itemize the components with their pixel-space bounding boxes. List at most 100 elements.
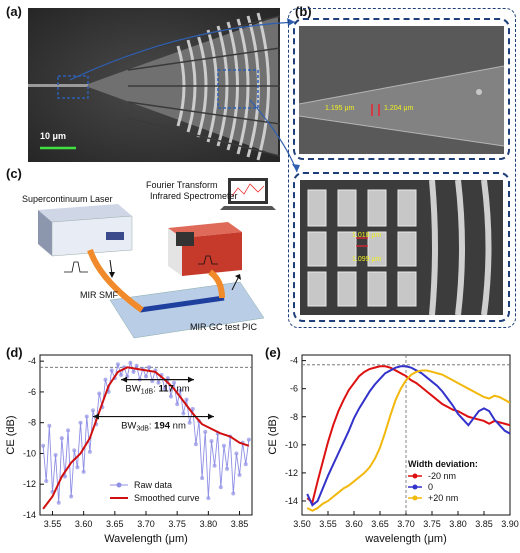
laser-device [38, 204, 133, 257]
data-point-raw [78, 420, 83, 425]
data-point-raw [131, 369, 136, 374]
chart-d: 3.55 3.60 3.65 3.70 3.75 3.80 3.85 -4 -6 -8 -10 -12… [5, 354, 253, 545]
pic-label: MIR GC test PIC [190, 322, 258, 332]
arrowhead-right [207, 413, 214, 420]
data-point-raw [69, 494, 74, 499]
y-tick-label: -4 [28, 356, 36, 366]
x-tick-label: 3.90 [501, 519, 519, 529]
data-point-raw [172, 380, 177, 385]
panel-label-c: (c) [6, 166, 22, 181]
data-point-raw [47, 423, 52, 428]
data-point-raw [84, 414, 89, 419]
legend-label-smoothed: Smoothed curve [134, 493, 200, 503]
zoom-box-taper [293, 18, 510, 160]
y-tick-label: -14 [285, 496, 298, 506]
arrowhead-left [121, 376, 128, 383]
data-point-raw [41, 443, 46, 448]
data-point-raw [187, 420, 192, 425]
x-tick-label: 3.50 [293, 519, 311, 529]
data-point-raw [206, 496, 211, 501]
data-point-raw [75, 465, 80, 470]
x-tick-label: 3.55 [319, 519, 337, 529]
x-tick-label: 3.60 [345, 519, 363, 529]
series-line-0 [306, 365, 510, 505]
pic-chip [109, 281, 265, 339]
data-point-raw [237, 473, 242, 477]
data-point-raw [109, 368, 114, 373]
data-point-raw [162, 386, 167, 391]
x-tick-label: 3.80 [200, 519, 218, 529]
panel-label-d: (d) [6, 345, 23, 360]
data-point-raw [115, 362, 120, 367]
data-point-raw [200, 476, 205, 481]
x-tick-label: 3.60 [75, 519, 93, 529]
data-point-raw [72, 448, 77, 453]
data-point-raw [128, 360, 133, 365]
data-point-raw [231, 491, 236, 496]
fiber-out [208, 269, 225, 299]
panel-label-e: (e) [265, 345, 281, 360]
y-axis-label: CE (dB) [267, 415, 279, 454]
data-point-raw [66, 428, 71, 433]
series-group [306, 365, 510, 512]
data-point-raw [87, 449, 92, 454]
sem-image-grating: 10 μm [28, 8, 280, 162]
x-tick-label: 3.75 [168, 519, 186, 529]
series-line-1 [306, 365, 510, 507]
data-point-raw [181, 411, 186, 416]
data-point-raw [218, 485, 223, 490]
legend-marker-2 [412, 495, 418, 501]
data-point-raw [234, 451, 239, 456]
x-tick-label: 3.70 [397, 519, 415, 529]
data-point-raw [44, 479, 49, 484]
arrowhead-left [93, 413, 99, 420]
series-line-2 [306, 369, 510, 512]
y-tick-label: -12 [23, 479, 36, 489]
data-point-raw [243, 462, 248, 467]
zoom-frame-outer [288, 8, 516, 328]
bandwidth-label: BW1dB: 117 nm [125, 384, 189, 396]
sem-taper-drawing [299, 26, 504, 154]
x-tick-label: 3.75 [423, 519, 441, 529]
data-point-raw [156, 380, 161, 385]
data-point-raw [184, 397, 189, 402]
data-point-raw [203, 429, 208, 434]
sem-grating-drawing [28, 8, 280, 162]
data-point-raw [246, 437, 251, 442]
spectrometer-label-2: Infrared Spectrometer [150, 191, 238, 201]
data-point-raw [103, 377, 108, 382]
measure-label-1: 1.195 μm [325, 105, 355, 112]
sem-grating-zoom-drawing [300, 180, 503, 315]
chart-e: 3.50 3.55 3.60 3.65 3.70 3.75 3.80 3.85 3.90 -4 -6… [267, 354, 519, 545]
arrowhead-right [188, 376, 195, 383]
legend-label-2: +20 nm [428, 493, 458, 503]
data-point-raw [97, 391, 102, 396]
y-tick-label: -12 [285, 468, 298, 478]
data-point-raw [147, 365, 152, 370]
data-point-raw [144, 374, 148, 379]
y-tick-label: -6 [28, 387, 36, 397]
y-tick-label: -4 [290, 356, 298, 366]
panel-label-b: (b) [295, 4, 312, 19]
y-axis-label: CE (dB) [5, 415, 17, 454]
data-point-raw [225, 466, 230, 471]
x-tick-label: 3.80 [449, 519, 467, 529]
panel-label-a: (a) [6, 4, 22, 19]
data-point-raw [134, 363, 139, 368]
sem-image-taper: 1.195 μm 1.204 μm [299, 26, 504, 154]
y-tick-label: -8 [290, 412, 298, 422]
data-point-raw [119, 373, 124, 377]
x-tick-label: 3.70 [137, 519, 155, 529]
data-point-raw [62, 474, 67, 479]
x-tick-label: 3.65 [371, 519, 389, 529]
legend-marker-0 [412, 473, 418, 479]
data-point-raw [209, 439, 214, 444]
measure-label-3: 1.018 μm [352, 232, 382, 239]
measure-label-4: 1.099 μm [352, 256, 382, 263]
data-point-raw [53, 453, 58, 457]
y-tick-label: -10 [285, 440, 298, 450]
data-point-raw [221, 443, 226, 448]
y-tick-label: -10 [23, 448, 36, 458]
legend-label-1: 0 [428, 482, 433, 492]
legend-marker-raw [116, 482, 122, 488]
